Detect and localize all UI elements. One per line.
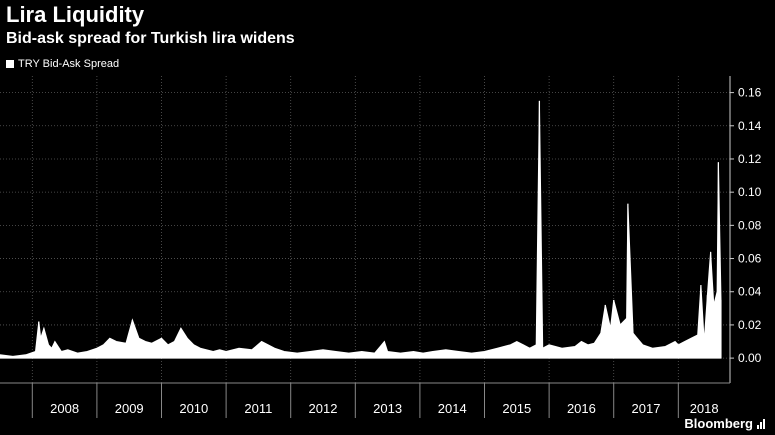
x-tick-label: 2015: [502, 401, 531, 416]
series-area-path: [0, 100, 722, 359]
y-tick-label: 0.12: [738, 152, 762, 166]
y-tick-label: 0.14: [738, 119, 762, 133]
series-area: [0, 100, 722, 359]
x-tick-label: 2017: [632, 401, 661, 416]
chart-subtitle: Bid-ask spread for Turkish lira widens: [6, 30, 295, 47]
x-tick-label: 2008: [50, 401, 79, 416]
x-tick-label: 2012: [309, 401, 338, 416]
y-tick-label: 0.08: [738, 218, 762, 232]
x-tick-label: 2011: [244, 401, 272, 416]
axes: 0.00 0.02 0.04 0.06 0.08 0.10 0.12 0.14 0.16 2008…: [0, 76, 762, 418]
y-tick-label: 0.00: [738, 351, 762, 365]
bloomberg-logo: Bloomberg: [684, 416, 767, 431]
bars-icon: [757, 418, 767, 429]
y-tick-label: 0.10: [738, 185, 762, 199]
brand-label: Bloomberg: [684, 416, 753, 431]
chart-title: Lira Liquidity: [6, 2, 145, 27]
y-tick-label: 0.06: [738, 252, 762, 266]
x-tick-label: 2018: [690, 401, 719, 416]
y-tick-label: 0.16: [738, 86, 762, 100]
x-tick-label: 2013: [373, 401, 402, 416]
x-tick-label: 2009: [115, 401, 144, 416]
y-tick-label: 0.04: [738, 285, 762, 299]
legend-label: TRY Bid-Ask Spread: [18, 58, 120, 70]
legend-swatch: [6, 60, 14, 68]
y-tick-label: 0.02: [738, 318, 762, 332]
x-tick-label: 2016: [567, 401, 596, 416]
x-tick-label: 2010: [179, 401, 208, 416]
x-tick-label: 2014: [438, 401, 467, 416]
legend: TRY Bid-Ask Spread: [6, 58, 119, 70]
